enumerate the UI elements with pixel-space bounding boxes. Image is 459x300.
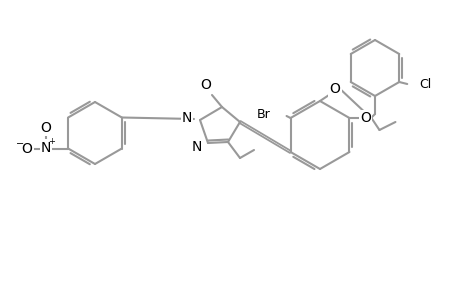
Text: O: O — [22, 142, 33, 155]
Text: O: O — [359, 111, 370, 125]
Text: −: − — [16, 139, 24, 148]
Text: O: O — [41, 121, 51, 134]
Text: N: N — [181, 111, 191, 125]
Text: Br: Br — [256, 107, 270, 121]
Text: +: + — [48, 137, 55, 146]
Text: Cl: Cl — [418, 77, 431, 91]
Text: O: O — [200, 78, 211, 92]
Text: N: N — [41, 140, 51, 154]
Text: O: O — [329, 82, 340, 96]
Text: N: N — [191, 140, 202, 154]
